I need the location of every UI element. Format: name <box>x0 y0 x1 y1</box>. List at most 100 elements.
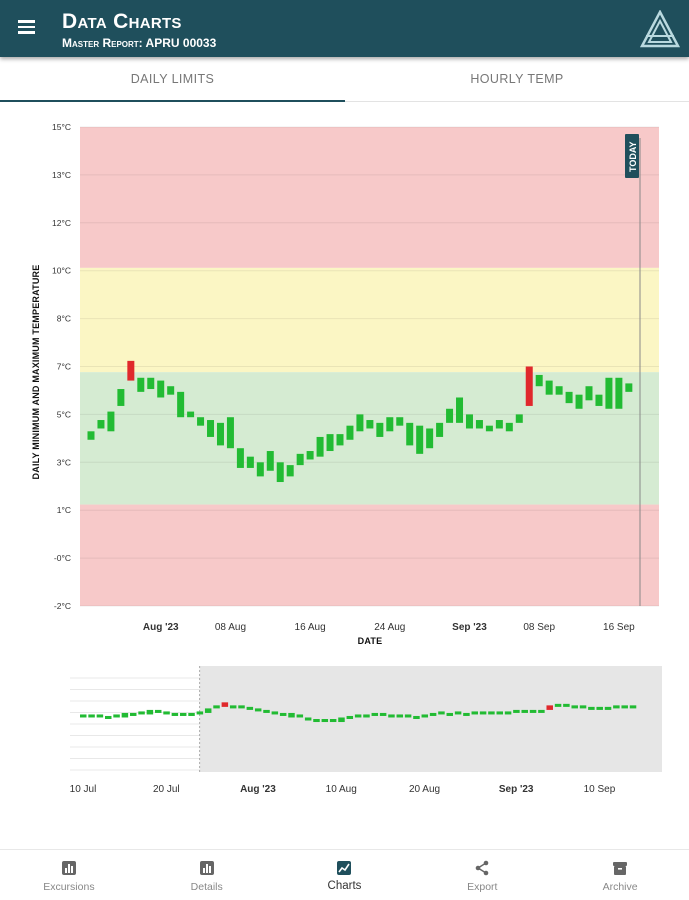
temperature-bar[interactable] <box>97 420 105 429</box>
daily-limits-chart[interactable]: 15°C13°C12°C10°C8°C7°C5°C3°C1°C-0°C-2°C … <box>0 110 689 650</box>
navigator-bar <box>563 703 570 707</box>
temperature-bar[interactable] <box>246 456 254 468</box>
nav-export[interactable]: Export <box>413 850 551 900</box>
temperature-bar[interactable] <box>416 425 424 454</box>
nav-details[interactable]: Details <box>138 850 276 900</box>
tab-hourly-temp[interactable]: HOURLY TEMP <box>470 72 564 86</box>
temperature-bar[interactable] <box>406 422 414 446</box>
nav-excursions[interactable]: Excursions <box>0 850 138 900</box>
temperature-bar[interactable] <box>485 425 493 432</box>
temperature-bar[interactable] <box>236 448 244 468</box>
temperature-bar[interactable] <box>187 411 195 418</box>
temperature-bar[interactable] <box>197 417 205 426</box>
temperature-bar[interactable] <box>207 420 215 437</box>
temperature-bar[interactable] <box>326 434 334 452</box>
y-axis-labels: 15°C 13°C 12°C 10°C 8°C 7°C 5°C 3°C 1°C -0°C -2°C <box>52 122 71 611</box>
y-tick-label: -2°C <box>54 601 71 611</box>
navigator-bar <box>629 705 637 709</box>
temperature-bar[interactable] <box>346 425 354 440</box>
temperature-bar[interactable] <box>286 465 294 477</box>
temperature-bar[interactable] <box>276 462 284 483</box>
temperature-bar[interactable] <box>495 420 503 429</box>
temperature-bar[interactable] <box>595 394 603 406</box>
nav-charts[interactable]: Charts <box>276 850 414 900</box>
temperature-bar[interactable] <box>306 451 314 460</box>
navigator-bar <box>254 708 262 712</box>
triangle-logo-icon <box>640 10 680 48</box>
temperature-bar[interactable] <box>336 434 344 446</box>
temperature-bar[interactable] <box>446 408 454 423</box>
navigator-bar <box>121 712 129 718</box>
range-navigator[interactable]: 10 Jul 20 Jul Aug '23 10 Aug 20 Aug Sep '23 10… <box>0 660 689 810</box>
temperature-bar[interactable] <box>585 386 593 401</box>
temperature-bar[interactable] <box>316 436 324 457</box>
navigator-bar <box>438 711 445 715</box>
candle-bars <box>87 360 633 483</box>
temperature-bar[interactable] <box>615 377 623 409</box>
temperature-bar[interactable] <box>555 386 563 395</box>
temperature-bar[interactable] <box>117 389 125 406</box>
temperature-bar[interactable] <box>426 428 434 449</box>
temperature-bar[interactable] <box>605 377 613 409</box>
navigator-bar <box>354 714 362 718</box>
temperature-bar[interactable] <box>147 377 155 390</box>
nav-label: Export <box>467 881 498 893</box>
temperature-bar[interactable] <box>465 414 473 429</box>
temperature-bar[interactable] <box>226 417 234 449</box>
temperature-bar[interactable] <box>296 453 304 466</box>
zone-band <box>80 127 659 268</box>
temperature-bar[interactable] <box>436 422 444 437</box>
y-tick-label: 3°C <box>57 457 71 467</box>
temperature-bar[interactable] <box>266 451 274 471</box>
temperature-bar[interactable] <box>256 462 264 477</box>
temperature-bar[interactable] <box>396 417 404 426</box>
temperature-bar[interactable] <box>545 380 553 395</box>
excursion-bar[interactable] <box>525 366 533 406</box>
navigator-excursion-bar <box>221 702 229 707</box>
temperature-bar[interactable] <box>167 386 175 395</box>
navigator-bar <box>171 712 179 716</box>
navigator-x-tick-label: 10 Aug <box>326 784 357 795</box>
y-tick-label: 5°C <box>57 409 71 419</box>
nav-label: Charts <box>327 880 362 892</box>
temperature-bar[interactable] <box>177 391 185 418</box>
nav-label: Excursions <box>43 881 95 893</box>
temperature-bar[interactable] <box>475 420 483 429</box>
temperature-bar[interactable] <box>505 422 513 432</box>
navigator-bar <box>263 709 270 713</box>
navigator-bar <box>521 709 528 713</box>
navigator-bar <box>346 715 354 719</box>
navigator-bar <box>88 714 95 718</box>
temperature-bar[interactable] <box>107 411 115 432</box>
temperature-bar[interactable] <box>386 417 394 432</box>
temperature-bar[interactable] <box>575 394 583 409</box>
temperature-bar[interactable] <box>535 374 543 387</box>
temperature-bar[interactable] <box>376 422 384 437</box>
navigator-bar <box>329 719 337 723</box>
navigator-selected-range[interactable] <box>199 666 662 772</box>
temperature-bar[interactable] <box>515 414 523 423</box>
temperature-bar[interactable] <box>456 397 464 423</box>
navigator-bar <box>238 705 245 709</box>
navigator-bar <box>388 714 395 718</box>
hamburger-menu-icon[interactable] <box>18 17 40 39</box>
y-tick-label: 13°C <box>52 170 71 180</box>
y-axis-title: DAILY MINIMUM AND MAXIMUM TEMPERATURE <box>31 265 41 480</box>
temperature-bar[interactable] <box>565 391 573 404</box>
bottom-navigation: Excursions Details Charts Export <box>0 849 689 900</box>
navigator-bar <box>413 715 420 719</box>
navigator-bar <box>421 714 429 718</box>
navigator-x-labels: 10 Jul 20 Jul Aug '23 10 Aug 20 Aug Sep '23 10… <box>70 784 616 795</box>
temperature-bar[interactable] <box>87 431 95 440</box>
excursion-bar[interactable] <box>127 360 135 381</box>
temperature-bar[interactable] <box>137 377 145 392</box>
temperature-bar[interactable] <box>157 380 165 398</box>
tab-daily-limits[interactable]: DAILY LIMITS <box>130 72 215 86</box>
y-tick-label: 10°C <box>52 266 71 276</box>
temperature-bar[interactable] <box>356 414 364 432</box>
temperature-bar[interactable] <box>366 420 374 429</box>
navigator-bar <box>513 709 520 713</box>
temperature-bar[interactable] <box>216 422 224 446</box>
nav-archive[interactable]: Archive <box>551 850 689 900</box>
temperature-bar[interactable] <box>625 383 633 392</box>
